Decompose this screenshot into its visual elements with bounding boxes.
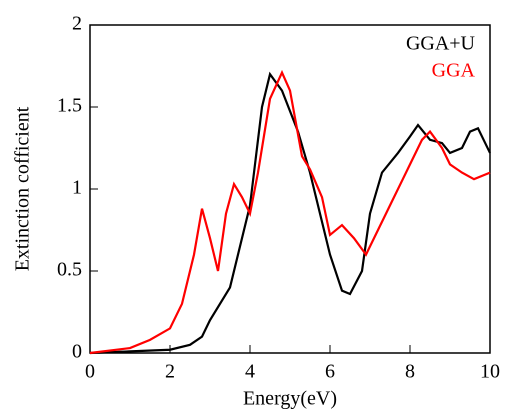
y-tick-label: 1.5 [57,95,82,117]
x-tick-label: 2 [165,361,175,383]
x-tick-label: 8 [405,361,415,383]
y-axis-label: Extinction cofficient [12,106,34,271]
y-tick-label: 1 [72,177,82,199]
y-tick-label: 2 [72,13,82,35]
line-series [89,69,491,355]
x-tick-label: 10 [480,361,500,383]
y-tick-label: 0.5 [57,259,82,281]
plot-frame [89,24,491,354]
legend-label: GGA+U [406,33,476,55]
line-series [89,71,491,355]
x-tick-label: 4 [245,361,255,383]
legend-label: GGA [432,60,476,82]
x-axis-label: Energy(eV) [243,388,337,410]
x-tick-label: 6 [325,361,335,383]
y-tick-label: 0 [72,341,82,363]
x-tick-label: 0 [85,361,95,383]
